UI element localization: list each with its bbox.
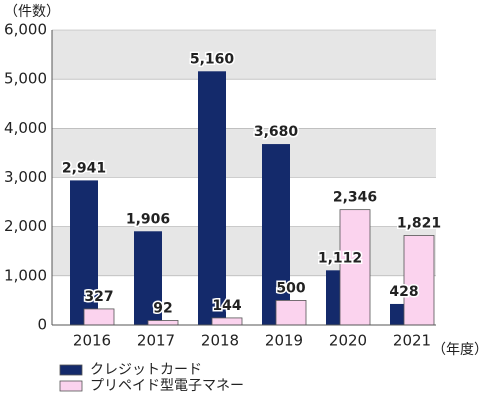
bar xyxy=(262,144,290,325)
value-label: 500 xyxy=(276,280,305,296)
bar xyxy=(275,300,307,326)
x-tick-label: 2017 xyxy=(137,332,175,350)
bar xyxy=(83,308,115,326)
bar xyxy=(134,231,162,325)
value-label: 144 xyxy=(212,298,241,314)
legend-swatch xyxy=(59,364,83,376)
x-unit: （年度） xyxy=(432,342,488,358)
y-tick-label: 1,000 xyxy=(4,266,47,284)
x-tick-label: 2021 xyxy=(393,332,431,350)
bar xyxy=(198,71,226,325)
value-label: 1,821 xyxy=(397,215,441,231)
value-label: 5,160 xyxy=(190,51,235,67)
y-unit: （件数） xyxy=(4,4,60,20)
value-label: 1,906 xyxy=(126,211,170,227)
value-label: 3,680 xyxy=(254,124,299,140)
grid-band xyxy=(52,226,436,276)
bar xyxy=(339,209,371,326)
y-tick-label: 3,000 xyxy=(4,168,47,186)
y-tick-label: 4,000 xyxy=(4,119,47,137)
x-tick-label: 2018 xyxy=(201,332,239,350)
value-label: 2,346 xyxy=(333,190,377,206)
legend-label: クレジットカード xyxy=(90,362,202,378)
x-tick-label: 2016 xyxy=(73,332,111,350)
y-tick-label: 0 xyxy=(37,316,47,334)
value-label: 327 xyxy=(84,289,113,305)
bar xyxy=(147,320,179,326)
legend-swatch xyxy=(59,380,83,392)
grid-band xyxy=(52,128,436,178)
grid-band xyxy=(52,30,436,80)
y-tick-label: 2,000 xyxy=(4,217,47,235)
y-tick-label: 6,000 xyxy=(4,21,47,39)
bar xyxy=(70,180,98,325)
value-label: 428 xyxy=(389,284,418,300)
value-label: 1,112 xyxy=(318,250,362,266)
bar xyxy=(403,235,435,326)
value-label: 92 xyxy=(153,300,172,316)
y-tick-label: 5,000 xyxy=(4,70,47,88)
value-label: 2,941 xyxy=(62,160,106,176)
bar xyxy=(211,317,243,326)
legend-label: プリペイド型電子マネー xyxy=(90,378,244,394)
x-tick-label: 2020 xyxy=(329,332,367,350)
x-tick-label: 2019 xyxy=(265,332,303,350)
